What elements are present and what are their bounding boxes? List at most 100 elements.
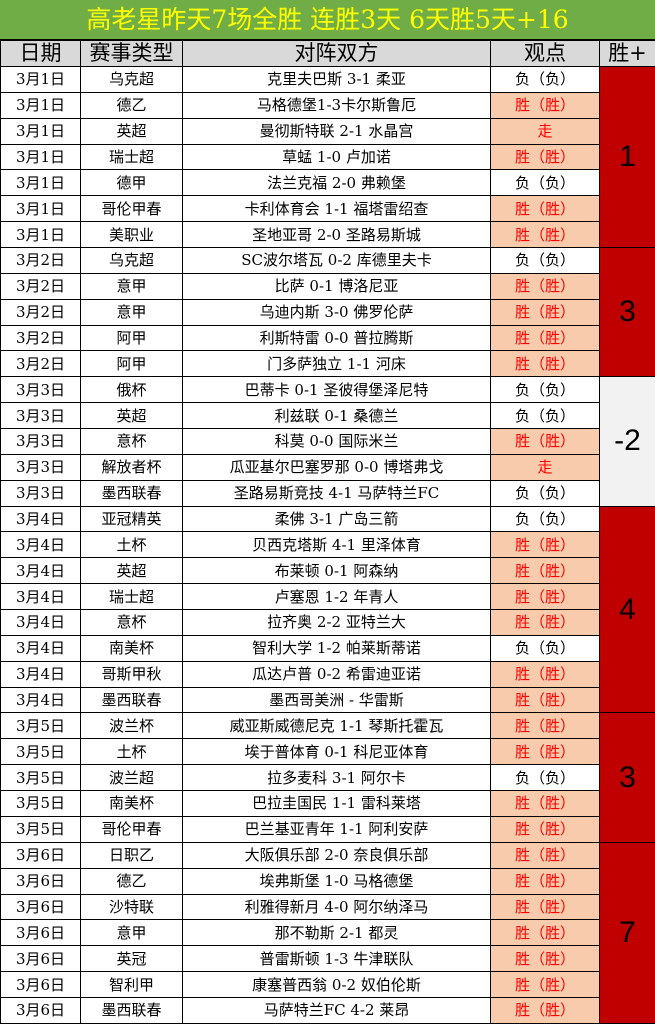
date-cell: 3月1日 — [1, 67, 81, 93]
date-cell: 3月5日 — [1, 713, 81, 739]
view-cell: 胜（胜） — [491, 842, 600, 868]
table-row: 3月2日意甲乌迪内斯 3-0 佛罗伦萨胜（胜） — [1, 299, 655, 325]
view-cell: 胜（胜） — [491, 92, 600, 118]
date-cell: 3月6日 — [1, 842, 81, 868]
match-cell: 埃弗斯堡 1-0 马格德堡 — [183, 868, 491, 894]
date-cell: 3月6日 — [1, 946, 81, 972]
table-row: 3月2日阿甲利斯特雷 0-0 普拉腾斯胜（胜） — [1, 325, 655, 351]
page-title: 高老星昨天7场全胜 连胜3天 6天胜5天+16 — [0, 0, 655, 40]
daily-result-cell: 3 — [600, 248, 655, 377]
view-cell: 胜（胜） — [491, 713, 600, 739]
date-cell: 3月3日 — [1, 429, 81, 455]
view-cell: 胜（胜） — [491, 273, 600, 299]
table-row: 3月5日土杯埃于普体育 0-1 科尼亚体育胜（胜） — [1, 739, 655, 765]
match-cell: 普雷斯顿 1-3 牛津联队 — [183, 946, 491, 972]
view-cell: 胜（胜） — [491, 351, 600, 377]
view-cell: 负（负） — [491, 506, 600, 532]
daily-result-cell: 4 — [600, 506, 655, 713]
match-cell: 草蜢 1-0 卢加诺 — [183, 144, 491, 170]
match-cell: 利兹联 0-1 桑德兰 — [183, 403, 491, 429]
date-cell: 3月4日 — [1, 558, 81, 584]
date-cell: 3月1日 — [1, 222, 81, 248]
table-row: 3月3日意杯科莫 0-0 国际米兰胜（胜） — [1, 429, 655, 455]
match-cell: 利斯特雷 0-0 普拉腾斯 — [183, 325, 491, 351]
daily-result-cell: 7 — [600, 842, 655, 1023]
view-cell: 胜（胜） — [491, 997, 600, 1023]
competition-cell: 墨西联春 — [81, 687, 183, 713]
view-cell: 胜（胜） — [491, 661, 600, 687]
view-cell: 负（负） — [491, 170, 600, 196]
date-cell: 3月3日 — [1, 403, 81, 429]
table-row: 3月5日南美杯巴拉圭国民 1-1 雷科莱塔胜（胜） — [1, 791, 655, 817]
date-cell: 3月6日 — [1, 868, 81, 894]
table-row: 3月1日美职业圣地亚哥 2-0 圣路易斯城胜（胜） — [1, 222, 655, 248]
view-cell: 胜（胜） — [491, 894, 600, 920]
table-row: 3月1日乌克超克里夫巴斯 3-1 柔亚负（负）1 — [1, 67, 655, 93]
table-row: 3月1日瑞士超草蜢 1-0 卢加诺胜（胜） — [1, 144, 655, 170]
competition-cell: 英超 — [81, 118, 183, 144]
table-row: 3月6日意甲那不勒斯 2-1 都灵胜（胜） — [1, 920, 655, 946]
date-cell: 3月1日 — [1, 144, 81, 170]
date-cell: 3月2日 — [1, 273, 81, 299]
competition-cell: 解放者杯 — [81, 454, 183, 480]
competition-cell: 墨西联春 — [81, 480, 183, 506]
match-cell: 比萨 0-1 博洛尼亚 — [183, 273, 491, 299]
competition-cell: 德乙 — [81, 868, 183, 894]
view-cell: 胜（胜） — [491, 687, 600, 713]
view-cell: 胜（胜） — [491, 816, 600, 842]
table-row: 3月5日哥伦甲春巴兰基亚青年 1-1 阿利安萨胜（胜） — [1, 816, 655, 842]
competition-cell: 哥伦甲春 — [81, 816, 183, 842]
match-cell: 圣地亚哥 2-0 圣路易斯城 — [183, 222, 491, 248]
match-cell: 曼彻斯特联 2-1 水晶宫 — [183, 118, 491, 144]
view-cell: 负（负） — [491, 480, 600, 506]
date-cell: 3月4日 — [1, 610, 81, 636]
view-cell: 胜（胜） — [491, 222, 600, 248]
match-cell: 卡利体育会 1-1 福塔雷绍查 — [183, 196, 491, 222]
match-cell: 拉齐奥 2-2 亚特兰大 — [183, 610, 491, 636]
date-cell: 3月5日 — [1, 816, 81, 842]
competition-cell: 南美杯 — [81, 635, 183, 661]
header-view: 观点 — [491, 41, 600, 67]
competition-cell: 俄杯 — [81, 377, 183, 403]
date-cell: 3月5日 — [1, 791, 81, 817]
competition-cell: 德甲 — [81, 170, 183, 196]
view-cell: 走 — [491, 454, 600, 480]
match-cell: 巴兰基亚青年 1-1 阿利安萨 — [183, 816, 491, 842]
table-row: 3月4日南美杯智利大学 1-2 帕莱斯蒂诺负（负） — [1, 635, 655, 661]
competition-cell: 意甲 — [81, 920, 183, 946]
match-cell: 威亚斯威德尼克 1-1 琴斯托霍瓦 — [183, 713, 491, 739]
view-cell: 胜（胜） — [491, 739, 600, 765]
competition-cell: 英超 — [81, 558, 183, 584]
competition-cell: 意杯 — [81, 610, 183, 636]
view-cell: 负（负） — [491, 248, 600, 274]
match-cell: 乌迪内斯 3-0 佛罗伦萨 — [183, 299, 491, 325]
match-cell: 拉多麦科 3-1 阿尔卡 — [183, 765, 491, 791]
match-cell: 墨西哥美洲 - 华雷斯 — [183, 687, 491, 713]
table-row: 3月6日墨西联春马萨特兰FC 4-2 莱昂胜（胜） — [1, 997, 655, 1023]
view-cell: 负（负） — [491, 67, 600, 93]
match-cell: 那不勒斯 2-1 都灵 — [183, 920, 491, 946]
table-row: 3月4日土杯贝西克塔斯 4-1 里泽体育胜（胜） — [1, 532, 655, 558]
header-row: 日期 赛事类型 对阵双方 观点 胜+ — [1, 41, 655, 67]
match-cell: 康塞普西翁 0-2 奴伯伦斯 — [183, 972, 491, 998]
view-cell: 胜（胜） — [491, 972, 600, 998]
view-cell: 负（负） — [491, 635, 600, 661]
competition-cell: 波兰超 — [81, 765, 183, 791]
competition-cell: 乌克超 — [81, 67, 183, 93]
date-cell: 3月3日 — [1, 377, 81, 403]
view-cell: 胜（胜） — [491, 532, 600, 558]
match-cell: 科莫 0-0 国际米兰 — [183, 429, 491, 455]
table-row: 3月3日英超利兹联 0-1 桑德兰负（负） — [1, 403, 655, 429]
date-cell: 3月6日 — [1, 972, 81, 998]
table-row: 3月6日智利甲康塞普西翁 0-2 奴伯伦斯胜（胜） — [1, 972, 655, 998]
match-cell: 巴蒂卡 0-1 圣彼得堡泽尼特 — [183, 377, 491, 403]
view-cell: 胜（胜） — [491, 144, 600, 170]
date-cell: 3月2日 — [1, 351, 81, 377]
table-row: 3月4日英超布莱顿 0-1 阿森纳胜（胜） — [1, 558, 655, 584]
competition-cell: 意甲 — [81, 299, 183, 325]
daily-result-cell: 3 — [600, 713, 655, 842]
header-match: 对阵双方 — [183, 41, 491, 67]
table-row: 3月1日英超曼彻斯特联 2-1 水晶宫走 — [1, 118, 655, 144]
